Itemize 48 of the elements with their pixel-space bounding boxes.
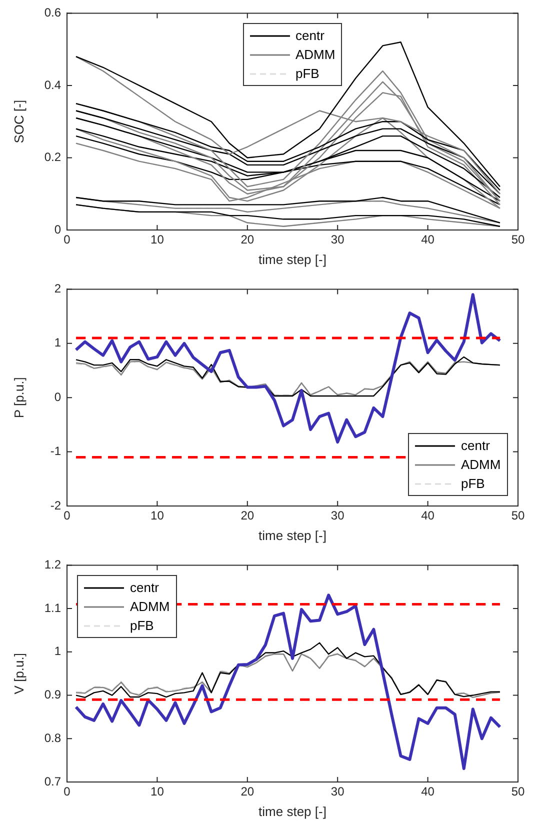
legend-label: pFB xyxy=(296,66,320,82)
legend-label: ADMM xyxy=(461,457,501,472)
y-axis-title: P [p.u.] xyxy=(11,377,26,418)
legend-label: centr xyxy=(130,580,159,596)
x-tick-label: 40 xyxy=(421,232,435,247)
x-axis-title: time step [-] xyxy=(258,804,326,819)
legend-label: ADMM xyxy=(130,599,170,614)
y-tick-label: 1 xyxy=(54,644,62,658)
x-tick-label: 30 xyxy=(330,784,345,799)
y-tick-label: 1.1 xyxy=(44,600,62,615)
x-tick-label: 0 xyxy=(64,232,71,247)
x-tick-label: 30 xyxy=(330,232,345,247)
y-tick-label: 0.7 xyxy=(44,774,62,788)
x-tick-label: 10 xyxy=(150,232,164,247)
x-tick-label: 40 xyxy=(421,508,435,523)
y-axis-title: V [p.u.] xyxy=(11,653,26,694)
legend-label: ADMM xyxy=(296,47,336,62)
legend-label: pFB xyxy=(461,476,485,491)
legend-label: centr xyxy=(296,28,324,44)
x-tick-label: 20 xyxy=(240,508,254,523)
x-tick-label: 50 xyxy=(511,232,525,247)
y-tick-label: 0.8 xyxy=(44,730,62,745)
x-tick-label: 0 xyxy=(64,784,71,799)
x-tick-label: 30 xyxy=(330,508,345,523)
x-tick-label: 50 xyxy=(511,508,525,523)
y-axis-title: SOC [-] xyxy=(11,100,26,144)
y-tick-label: 0.4 xyxy=(44,78,62,92)
legend-label: pFB xyxy=(130,618,154,634)
y-tick-label: 0.2 xyxy=(44,150,62,164)
y-tick-label: 0 xyxy=(54,390,62,404)
y-tick-label: 0.9 xyxy=(44,688,62,702)
y-tick-label: 1.2 xyxy=(44,558,62,572)
y-tick-label: 0 xyxy=(54,222,62,236)
x-axis-title: time step [-] xyxy=(258,528,326,543)
x-tick-label: 50 xyxy=(511,784,525,799)
x-tick-label: 0 xyxy=(64,508,71,523)
x-tick-label: 20 xyxy=(240,784,254,799)
x-tick-label: 10 xyxy=(150,508,164,523)
y-tick-label: 1 xyxy=(54,336,62,350)
y-tick-label: -1 xyxy=(50,444,62,458)
x-tick-label: 20 xyxy=(240,232,254,247)
x-tick-label: 40 xyxy=(421,784,435,799)
y-tick-label: 0.6 xyxy=(44,6,62,20)
y-tick-label: -2 xyxy=(50,498,62,512)
y-tick-label: 2 xyxy=(54,282,62,296)
x-axis-title: time step [-] xyxy=(258,252,326,267)
legend-label: centr xyxy=(461,438,490,453)
x-tick-label: 10 xyxy=(150,784,164,799)
